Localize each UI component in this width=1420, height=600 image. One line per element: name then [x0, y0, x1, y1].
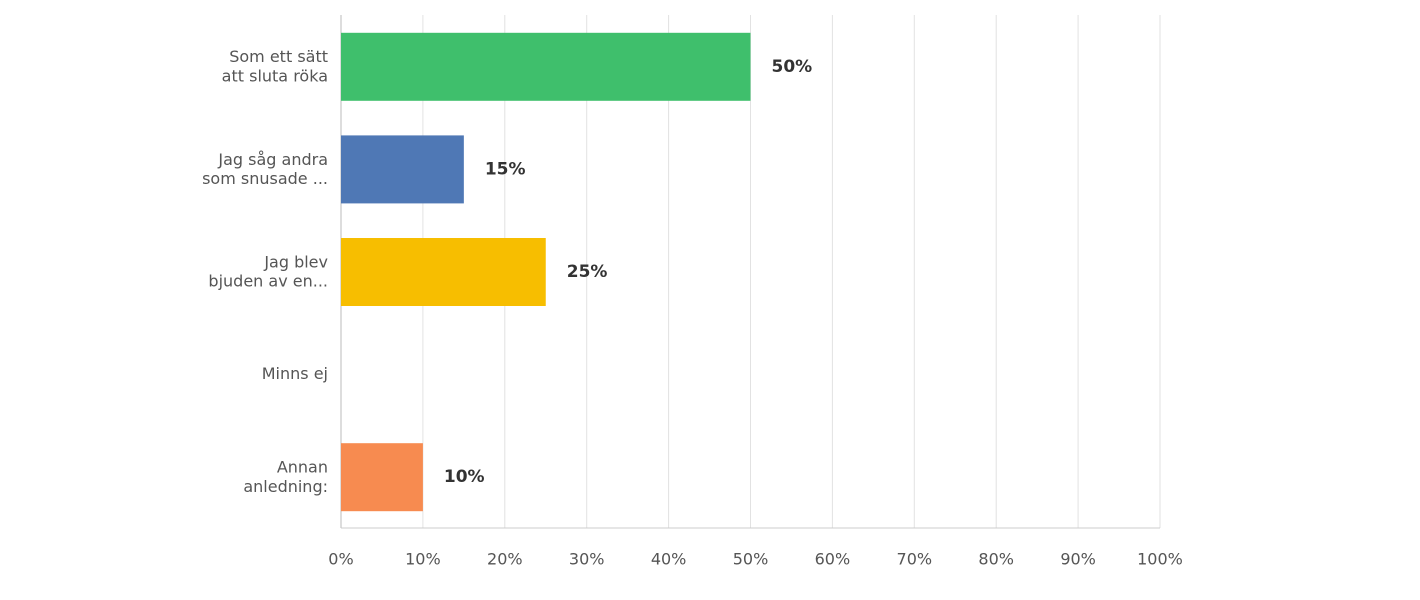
- category-label: Minns ej: [262, 364, 328, 383]
- x-tick-label: 100%: [1137, 550, 1183, 569]
- label-line: Som ett sätt: [229, 47, 328, 66]
- value-label: 25%: [567, 262, 608, 282]
- value-label: 50%: [772, 57, 813, 77]
- x-tick-label: 70%: [897, 550, 933, 569]
- bar: [341, 135, 464, 204]
- value-label: 15%: [485, 159, 526, 179]
- label-line: Jag såg andra: [217, 149, 328, 168]
- x-tick-label: 60%: [815, 550, 851, 569]
- category-label: Jag såg andra som snusade ...: [202, 149, 328, 187]
- x-tick-label: 30%: [569, 550, 605, 569]
- x-tick-label: 80%: [978, 550, 1014, 569]
- label-line: bjuden av en...: [208, 271, 328, 290]
- category-label: Annan anledning:: [243, 457, 328, 495]
- bar: [341, 443, 423, 512]
- x-tick-label: 20%: [487, 550, 523, 569]
- x-tick-label: 50%: [733, 550, 769, 569]
- category-label: Som ett sätt att sluta röka: [222, 47, 328, 85]
- label-line: anledning:: [243, 476, 328, 495]
- bar: [341, 32, 751, 101]
- label-line: Jag blev: [263, 252, 328, 271]
- x-tick-label: 90%: [1060, 550, 1096, 569]
- x-tick-label: 10%: [405, 550, 441, 569]
- label-line: som snusade ...: [202, 169, 328, 188]
- label-line: att sluta röka: [222, 66, 328, 85]
- category-label: Jag blev bjuden av en...: [208, 252, 328, 290]
- label-line: Annan: [277, 457, 328, 476]
- x-tick-label: 40%: [651, 550, 687, 569]
- x-tick-label: 0%: [328, 550, 353, 569]
- value-label: 10%: [444, 467, 485, 487]
- bar: [341, 238, 546, 306]
